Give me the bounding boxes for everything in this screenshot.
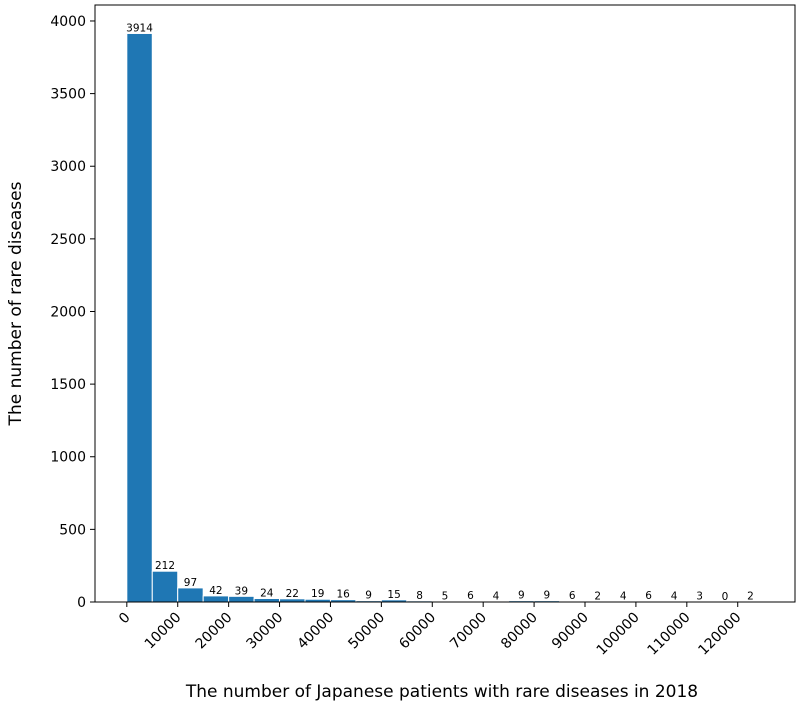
- data-label: 24: [260, 588, 274, 600]
- data-label: 19: [311, 588, 324, 600]
- data-label: 0: [722, 591, 729, 603]
- y-tick-label: 3500: [50, 87, 86, 103]
- data-label: 6: [645, 590, 652, 602]
- plot-frame: [94, 4, 796, 603]
- data-label: 4: [493, 590, 500, 602]
- y-tick-label: 4000: [50, 14, 86, 30]
- x-tick-label: 40000: [294, 610, 337, 653]
- data-label: 9: [543, 590, 550, 602]
- data-label: 2: [747, 591, 754, 603]
- x-tick-label: 0: [116, 610, 134, 628]
- data-label: 4: [671, 590, 678, 602]
- data-label: 22: [286, 588, 299, 600]
- data-label: 8: [416, 590, 423, 602]
- x-axis-label: The number of Japanese patients with rar…: [185, 682, 698, 702]
- y-tick-label: 1000: [50, 450, 86, 466]
- y-tick-label: 1500: [50, 377, 86, 393]
- x-tick-label: 100000: [594, 610, 643, 659]
- x-tick-label: 60000: [396, 610, 439, 653]
- x-tick-label: 120000: [695, 610, 744, 659]
- x-axis: 0 10000 20000 30000 40000 50000 60000 70000 8000…: [116, 602, 745, 659]
- x-tick-label: 20000: [193, 610, 236, 653]
- x-tick-label: 80000: [498, 610, 541, 653]
- data-label: 6: [467, 590, 474, 602]
- y-tick-label: 0: [77, 595, 86, 611]
- y-axis: 0 500 1000 1500 2000 2500 3000 3500 4000: [50, 14, 95, 611]
- y-tick-label: 2500: [50, 232, 86, 248]
- data-label: 9: [518, 590, 525, 602]
- data-label: 6: [569, 590, 576, 602]
- data-label: 4: [620, 590, 627, 602]
- x-tick-label: 50000: [345, 610, 388, 653]
- bar: [177, 587, 204, 603]
- x-tick-label: 70000: [447, 610, 490, 653]
- x-tick-label: 30000: [244, 610, 287, 653]
- y-tick-label: 2000: [50, 304, 86, 320]
- data-label: 9: [365, 590, 372, 602]
- data-label: 212: [155, 560, 175, 572]
- bars-group: [126, 32, 764, 603]
- data-label: 3: [696, 591, 703, 603]
- data-label: 2: [594, 591, 601, 603]
- y-axis-label: The number of rare diseases: [6, 181, 26, 426]
- y-tick-label: 500: [59, 522, 86, 538]
- data-label: 97: [184, 577, 197, 589]
- y-tick-label: 3000: [50, 159, 86, 175]
- x-tick-label: 90000: [549, 610, 592, 653]
- data-label: 3914: [126, 22, 153, 34]
- x-tick-label: 10000: [142, 610, 185, 653]
- data-label: 5: [442, 590, 449, 602]
- data-label: 15: [387, 589, 400, 601]
- data-label: 16: [336, 589, 350, 601]
- data-label: 42: [209, 585, 222, 597]
- bar: [151, 570, 179, 603]
- x-tick-label: 110000: [645, 610, 694, 659]
- bar: [126, 32, 153, 603]
- data-label: 39: [235, 585, 248, 597]
